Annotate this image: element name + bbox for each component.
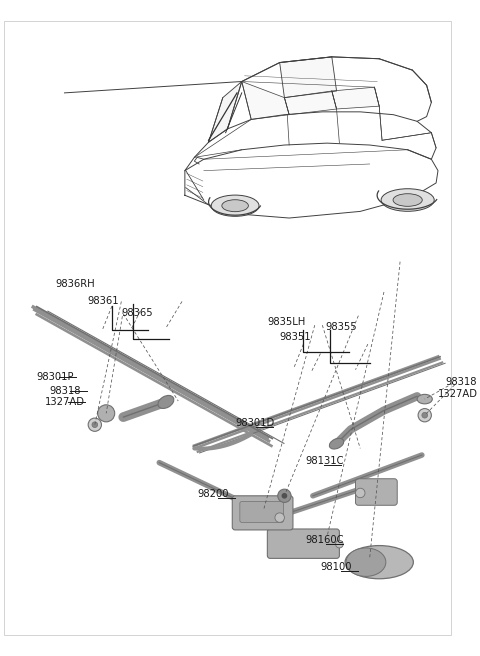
FancyBboxPatch shape xyxy=(232,496,293,530)
Polygon shape xyxy=(209,81,242,142)
Text: 1327AD: 1327AD xyxy=(45,397,84,407)
Circle shape xyxy=(418,409,432,422)
Ellipse shape xyxy=(346,548,386,577)
Circle shape xyxy=(336,541,343,548)
Text: 98301D: 98301D xyxy=(235,418,275,428)
Text: 1327AD: 1327AD xyxy=(438,390,478,400)
Polygon shape xyxy=(332,87,379,109)
Text: 9836RH: 9836RH xyxy=(55,279,95,289)
Ellipse shape xyxy=(393,194,422,207)
Ellipse shape xyxy=(158,396,174,409)
Ellipse shape xyxy=(381,189,434,211)
Circle shape xyxy=(97,405,115,422)
Text: 98318: 98318 xyxy=(445,377,477,387)
Text: 98318: 98318 xyxy=(49,386,81,396)
Text: 98355: 98355 xyxy=(325,322,357,332)
Text: 98351: 98351 xyxy=(280,331,312,342)
Text: 98131C: 98131C xyxy=(305,456,344,466)
FancyBboxPatch shape xyxy=(267,529,339,558)
Text: 98361: 98361 xyxy=(87,297,119,306)
Polygon shape xyxy=(285,91,336,115)
Circle shape xyxy=(278,489,291,502)
Circle shape xyxy=(275,513,285,522)
Text: 98160C: 98160C xyxy=(305,535,344,545)
Circle shape xyxy=(422,413,428,418)
Ellipse shape xyxy=(222,199,248,212)
Ellipse shape xyxy=(345,546,413,579)
FancyBboxPatch shape xyxy=(240,501,284,522)
Ellipse shape xyxy=(211,195,259,216)
Ellipse shape xyxy=(417,394,432,404)
Text: 98200: 98200 xyxy=(197,489,228,499)
Text: 98365: 98365 xyxy=(121,308,153,318)
Text: 98301P: 98301P xyxy=(36,373,73,382)
Circle shape xyxy=(92,422,97,428)
Circle shape xyxy=(88,418,101,432)
Text: 98100: 98100 xyxy=(321,562,352,572)
Circle shape xyxy=(282,493,287,499)
Ellipse shape xyxy=(329,438,344,449)
Circle shape xyxy=(356,488,365,498)
FancyBboxPatch shape xyxy=(356,479,397,505)
Polygon shape xyxy=(242,81,289,119)
Polygon shape xyxy=(280,57,336,98)
Text: 9835LH: 9835LH xyxy=(267,318,306,327)
